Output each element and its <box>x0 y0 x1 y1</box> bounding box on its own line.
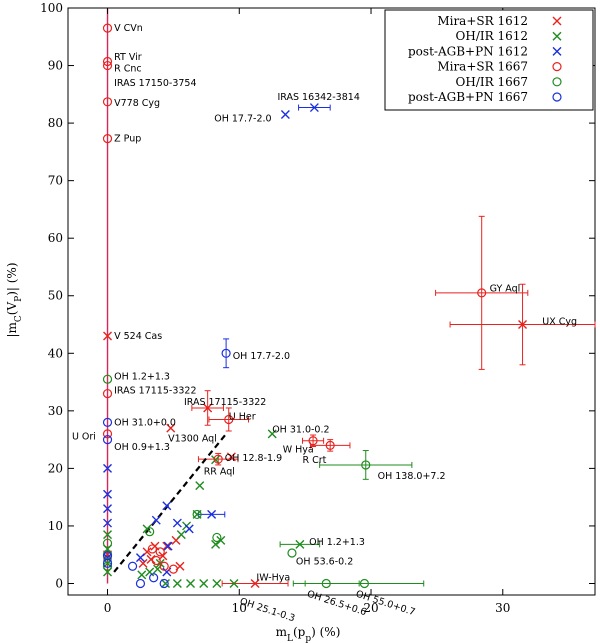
annotation-label: V 524 Cas <box>114 331 162 342</box>
annotation-label: OH 0.9+1.3 <box>114 442 170 453</box>
point-post-agb-pn-1612 <box>164 542 172 550</box>
annotation-label: OH 17.7-2.0 <box>233 351 290 362</box>
legend-label: Mira+SR 1612 <box>437 14 528 28</box>
y-tick-label: 10 <box>48 519 63 533</box>
y-tick-label: 50 <box>48 289 63 303</box>
y-axis-title-end: )| (%) <box>5 262 19 295</box>
annotation-label: OH 17.7-2.0 <box>214 113 271 124</box>
y-tick-label: 70 <box>48 174 63 188</box>
legend-label: OH/IR 1612 <box>456 29 528 43</box>
point-oh-ir-1612 <box>173 579 181 587</box>
chart-svg: 0 10 20 300102030405060708090100 V CVnRT Vi… <box>0 0 600 643</box>
annotation-label: IRAS 17115-3322 <box>184 397 266 408</box>
point-oh-ir-1612 <box>187 579 195 587</box>
x-axis-title-end: ) (%) <box>311 625 340 639</box>
point-oh-ir-1612 <box>200 579 208 587</box>
annotation-label: OH 53.6-0.2 <box>296 557 353 568</box>
annotation-label: OH 138.0+7.2 <box>378 471 446 482</box>
annotations-layer: V CVn RT VirR Cnc IRAS 17150-3754 V778 Cyg Z… <box>72 23 577 624</box>
annotation-label: OH 31.0+0.0 <box>114 417 176 428</box>
legend-label: OH/IR 1667 <box>456 75 528 89</box>
point-post-agb-pn-1612 <box>281 110 289 118</box>
chart: 0 10 20 30 0 10 20 30 40 50 60 70 80 90 100 V CVn RT Vi… <box>0 0 600 643</box>
point-mira-sr-1667 <box>156 548 164 556</box>
annotation-label: U Ori <box>72 432 96 443</box>
annotation-label: OH 1.2+1.3 <box>309 537 365 548</box>
annotation-label: RR Aql <box>204 466 235 477</box>
y-axis-title: |mC(VP)| (%) <box>5 262 24 337</box>
point-post-agb-pn-1612 <box>173 519 181 527</box>
y-tick-label: 100 <box>40 1 63 15</box>
annotation-label: UX Cyg <box>542 317 577 328</box>
annotation-label: R Crt <box>303 455 327 466</box>
annotation-label: OH 12.8-1.9 <box>225 453 282 464</box>
annotation-label: RT Vir <box>114 52 142 63</box>
point-oh-ir-1612 <box>138 571 146 579</box>
y-tick-label: 90 <box>48 59 63 73</box>
y-tick-label: 60 <box>48 231 63 245</box>
y-tick-label: 20 <box>48 461 63 475</box>
annotation-label: Z Pup <box>114 134 141 145</box>
annotation-label: IRAS 16342-3814 <box>277 92 359 103</box>
point-oh-ir-1612 <box>177 531 185 539</box>
point-post-agb-pn-1612 <box>185 525 193 533</box>
point-post-agb-pn-1667 <box>160 579 168 587</box>
y-tick-label: 80 <box>48 116 63 130</box>
annotation-label: IRAS 17115-3322 <box>114 386 196 397</box>
point-mira-sr-1667 <box>152 556 160 564</box>
y-tick-label: 0 <box>55 576 63 590</box>
annotation-label: R Cnc <box>114 63 142 74</box>
point-oh-ir-1612 <box>146 568 154 576</box>
point-oh-ir-1612 <box>213 579 221 587</box>
point-post-agb-pn-1667 <box>136 579 144 587</box>
annotation-label: V778 Cyg <box>114 98 160 109</box>
point-oh-ir-1667 <box>288 549 296 557</box>
annotation-label: OH 25.1-0.3 <box>238 596 296 624</box>
error-bars-layer <box>192 105 595 587</box>
annotation-label: W Hya <box>283 444 314 455</box>
point-mira-sr-1612 <box>147 555 155 563</box>
y-axis-title-main: |m <box>5 321 19 337</box>
annotation-label: IRAS 17150-3754 <box>114 78 196 89</box>
x-tick-label: 0 <box>104 601 112 615</box>
y-axis-title-rest: (V <box>5 302 19 316</box>
annotation-label: GY Aql <box>490 283 521 294</box>
legend-label: post-AGB+PN 1612 <box>408 44 528 58</box>
x-axis-title: mL(pp) (%) <box>276 625 341 643</box>
point-post-agb-pn-1612 <box>152 516 160 524</box>
y-tick-label: 30 <box>48 404 63 418</box>
annotation-label: OH 31.0-0.2 <box>272 424 329 435</box>
legend-label: post-AGB+PN 1667 <box>408 90 528 104</box>
point-mira-sr-1612 <box>163 542 171 550</box>
lines-layer <box>108 8 227 583</box>
y-tick-label: 40 <box>48 346 63 360</box>
annotation-label: V1300 Aql <box>168 433 217 444</box>
annotation-label: V CVn <box>114 23 143 34</box>
annotation-label: OH 1.2+1.3 <box>114 371 170 382</box>
annotation-label: U Her <box>229 412 256 423</box>
point-post-agb-pn-1667 <box>129 562 137 570</box>
point-post-agb-pn-1667 <box>150 574 158 582</box>
point-oh-ir-1612 <box>196 482 204 490</box>
annotation-label: IW-Hya <box>256 573 290 584</box>
x-axis-title-rest: (p <box>293 625 306 639</box>
point-oh-ir-1667 <box>213 533 221 541</box>
legend-label: Mira+SR 1667 <box>437 60 528 74</box>
x-tick-label: 30 <box>495 601 510 615</box>
x-axis-title-main: m <box>276 625 288 639</box>
